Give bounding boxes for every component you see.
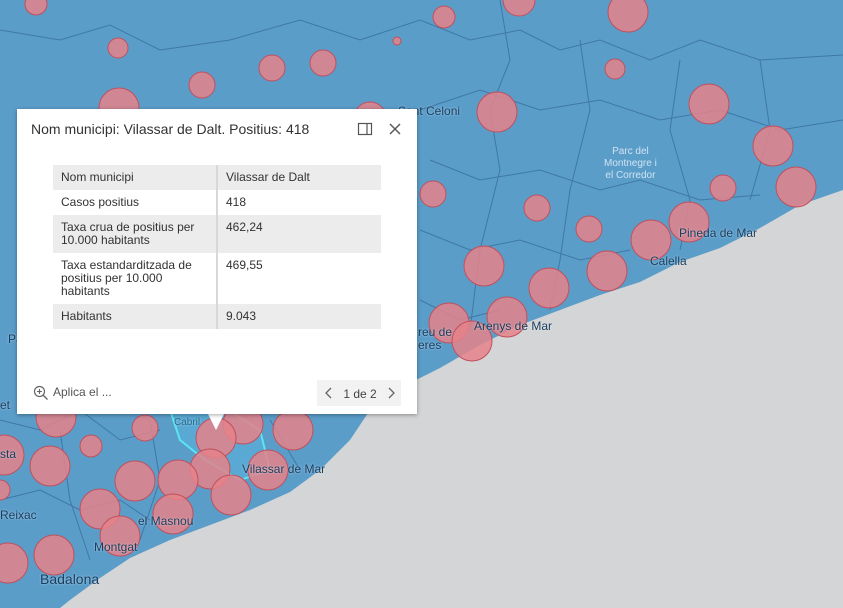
label-el-masnou: el Masnou [138,514,194,528]
attribute-key: Habitants [53,304,218,329]
table-row: Habitants 9.043 [53,304,381,329]
attribute-key: Casos positius [53,190,218,215]
attribute-value: 462,24 [217,215,381,253]
label-cabrils: Cabril [174,417,201,428]
attribute-value: 418 [226,195,247,209]
attribute-key: Taxa crua de positius per 10.000 habitan… [53,215,218,253]
attribute-value: Vilassar de Dalt [217,165,381,190]
feature-pager: 1 de 2 [317,380,401,406]
attribute-table: Nom municipi Vilassar de Dalt Casos posi… [53,165,381,329]
label-sta: sta [0,447,17,461]
label-parc-montnegre: Parc del Montnegre i el Corredor [604,146,657,181]
dock-icon[interactable] [357,121,373,137]
zoom-to-label: Aplica el ... [53,385,112,400]
table-row: Taxa crua de positius per 10.000 habitan… [53,215,381,253]
label-et: et [0,398,11,412]
label-vilassar-de-mar: Vilassar de Mar [242,462,326,476]
label-arenys-de-mar: Arenys de Mar [474,319,553,333]
feature-popup: Nom municipi: Vilassar de Dalt. Positius… [17,109,417,414]
attribute-key: Taxa estandarditzada de positius per 10.… [53,253,218,304]
label-badalona: Badalona [40,571,100,587]
table-row: Casos positius 418 [53,190,381,215]
chevron-right-icon[interactable] [385,386,397,400]
zoom-to-button[interactable]: Aplica el ... [33,385,112,401]
table-row: Nom municipi Vilassar de Dalt [53,165,381,190]
zoom-in-icon [33,385,48,400]
case-circles[interactable] [0,0,817,584]
label-calella: Calella [650,254,687,268]
popup-pointer [207,412,225,430]
attribute-value: 469,55 [226,258,263,272]
attribute-value: 9.043 [217,304,381,329]
label-montgat: Montgat [94,540,138,554]
chevron-left-icon[interactable] [323,386,335,400]
table-row: Taxa estandarditzada de positius per 10.… [53,253,381,304]
close-icon[interactable] [387,121,403,137]
label-pineda-de-mar: Pineda de Mar [679,226,758,240]
popup-title: Nom municipi: Vilassar de Dalt. Positius… [31,121,310,137]
label-reixac: Reixac [0,508,37,522]
label-res-partial: eres [418,338,442,352]
attribute-key: Nom municipi [53,165,218,190]
label-canet-partial: reu de [418,325,453,339]
pager-count: 1 de 2 [343,387,377,401]
